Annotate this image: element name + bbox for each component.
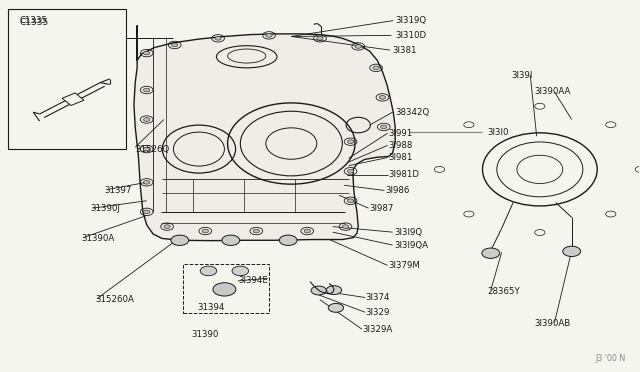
Circle shape <box>342 225 349 228</box>
Text: 3I986: 3I986 <box>386 186 410 195</box>
Circle shape <box>172 43 178 47</box>
Text: 3I981D: 3I981D <box>389 170 420 179</box>
Text: 3I3I9QA: 3I3I9QA <box>394 241 428 250</box>
Text: 31390J: 31390J <box>91 204 120 214</box>
Circle shape <box>381 125 387 129</box>
Bar <box>62 93 84 106</box>
Circle shape <box>328 304 344 312</box>
Circle shape <box>311 286 326 295</box>
Circle shape <box>222 235 240 246</box>
Circle shape <box>279 235 297 246</box>
Circle shape <box>355 45 362 48</box>
Circle shape <box>348 199 354 203</box>
Text: 3I329A: 3I329A <box>363 325 393 334</box>
Circle shape <box>143 180 150 184</box>
Circle shape <box>326 286 342 295</box>
Circle shape <box>348 140 354 144</box>
Bar <box>8 9 125 149</box>
Circle shape <box>171 235 189 246</box>
Text: 28365Y: 28365Y <box>487 287 520 296</box>
Circle shape <box>164 225 170 228</box>
Circle shape <box>232 266 248 276</box>
Text: 3I3I0: 3I3I0 <box>487 128 508 137</box>
Text: 3I390AB: 3I390AB <box>534 319 570 328</box>
Circle shape <box>200 266 217 276</box>
Text: 3I374: 3I374 <box>366 293 390 302</box>
Text: 38342Q: 38342Q <box>395 108 429 117</box>
Circle shape <box>143 51 150 55</box>
Text: 3I39I: 3I39I <box>511 71 532 80</box>
Circle shape <box>143 118 150 121</box>
Circle shape <box>143 210 150 214</box>
Text: 3I3I9Q: 3I3I9Q <box>394 228 422 237</box>
Text: 3I390AA: 3I390AA <box>534 87 570 96</box>
Text: C1335: C1335 <box>19 18 49 27</box>
Text: 3I379M: 3I379M <box>389 261 420 270</box>
Text: 31397: 31397 <box>104 186 132 195</box>
Polygon shape <box>134 25 395 241</box>
Circle shape <box>317 36 323 40</box>
Circle shape <box>213 283 236 296</box>
Text: 3I319Q: 3I319Q <box>395 16 426 25</box>
Text: 31394: 31394 <box>198 302 225 312</box>
Text: J3 '00 N: J3 '00 N <box>596 354 626 363</box>
Circle shape <box>563 246 580 257</box>
Circle shape <box>373 66 380 70</box>
Circle shape <box>304 229 310 233</box>
Text: 3I394E: 3I394E <box>239 276 268 285</box>
Text: 3I329: 3I329 <box>366 308 390 317</box>
Text: 3I987: 3I987 <box>370 203 394 213</box>
Text: 3I381: 3I381 <box>393 46 417 55</box>
Text: 31526Q: 31526Q <box>135 145 170 154</box>
Text: C1335: C1335 <box>19 16 47 25</box>
Circle shape <box>380 96 386 99</box>
Circle shape <box>143 147 150 151</box>
Circle shape <box>215 36 221 40</box>
Circle shape <box>266 33 272 37</box>
Text: 31390: 31390 <box>191 330 219 339</box>
Text: 315260A: 315260A <box>96 295 134 304</box>
Circle shape <box>143 88 150 92</box>
Text: 3I310D: 3I310D <box>395 31 426 40</box>
Text: 3I991: 3I991 <box>389 129 413 138</box>
Text: 31390A: 31390A <box>81 234 115 243</box>
Bar <box>183 263 269 313</box>
Text: 3I981: 3I981 <box>389 153 413 162</box>
Text: 3I988: 3I988 <box>389 141 413 150</box>
Circle shape <box>348 169 354 173</box>
Circle shape <box>253 229 259 233</box>
Circle shape <box>202 229 209 233</box>
Circle shape <box>482 248 500 259</box>
